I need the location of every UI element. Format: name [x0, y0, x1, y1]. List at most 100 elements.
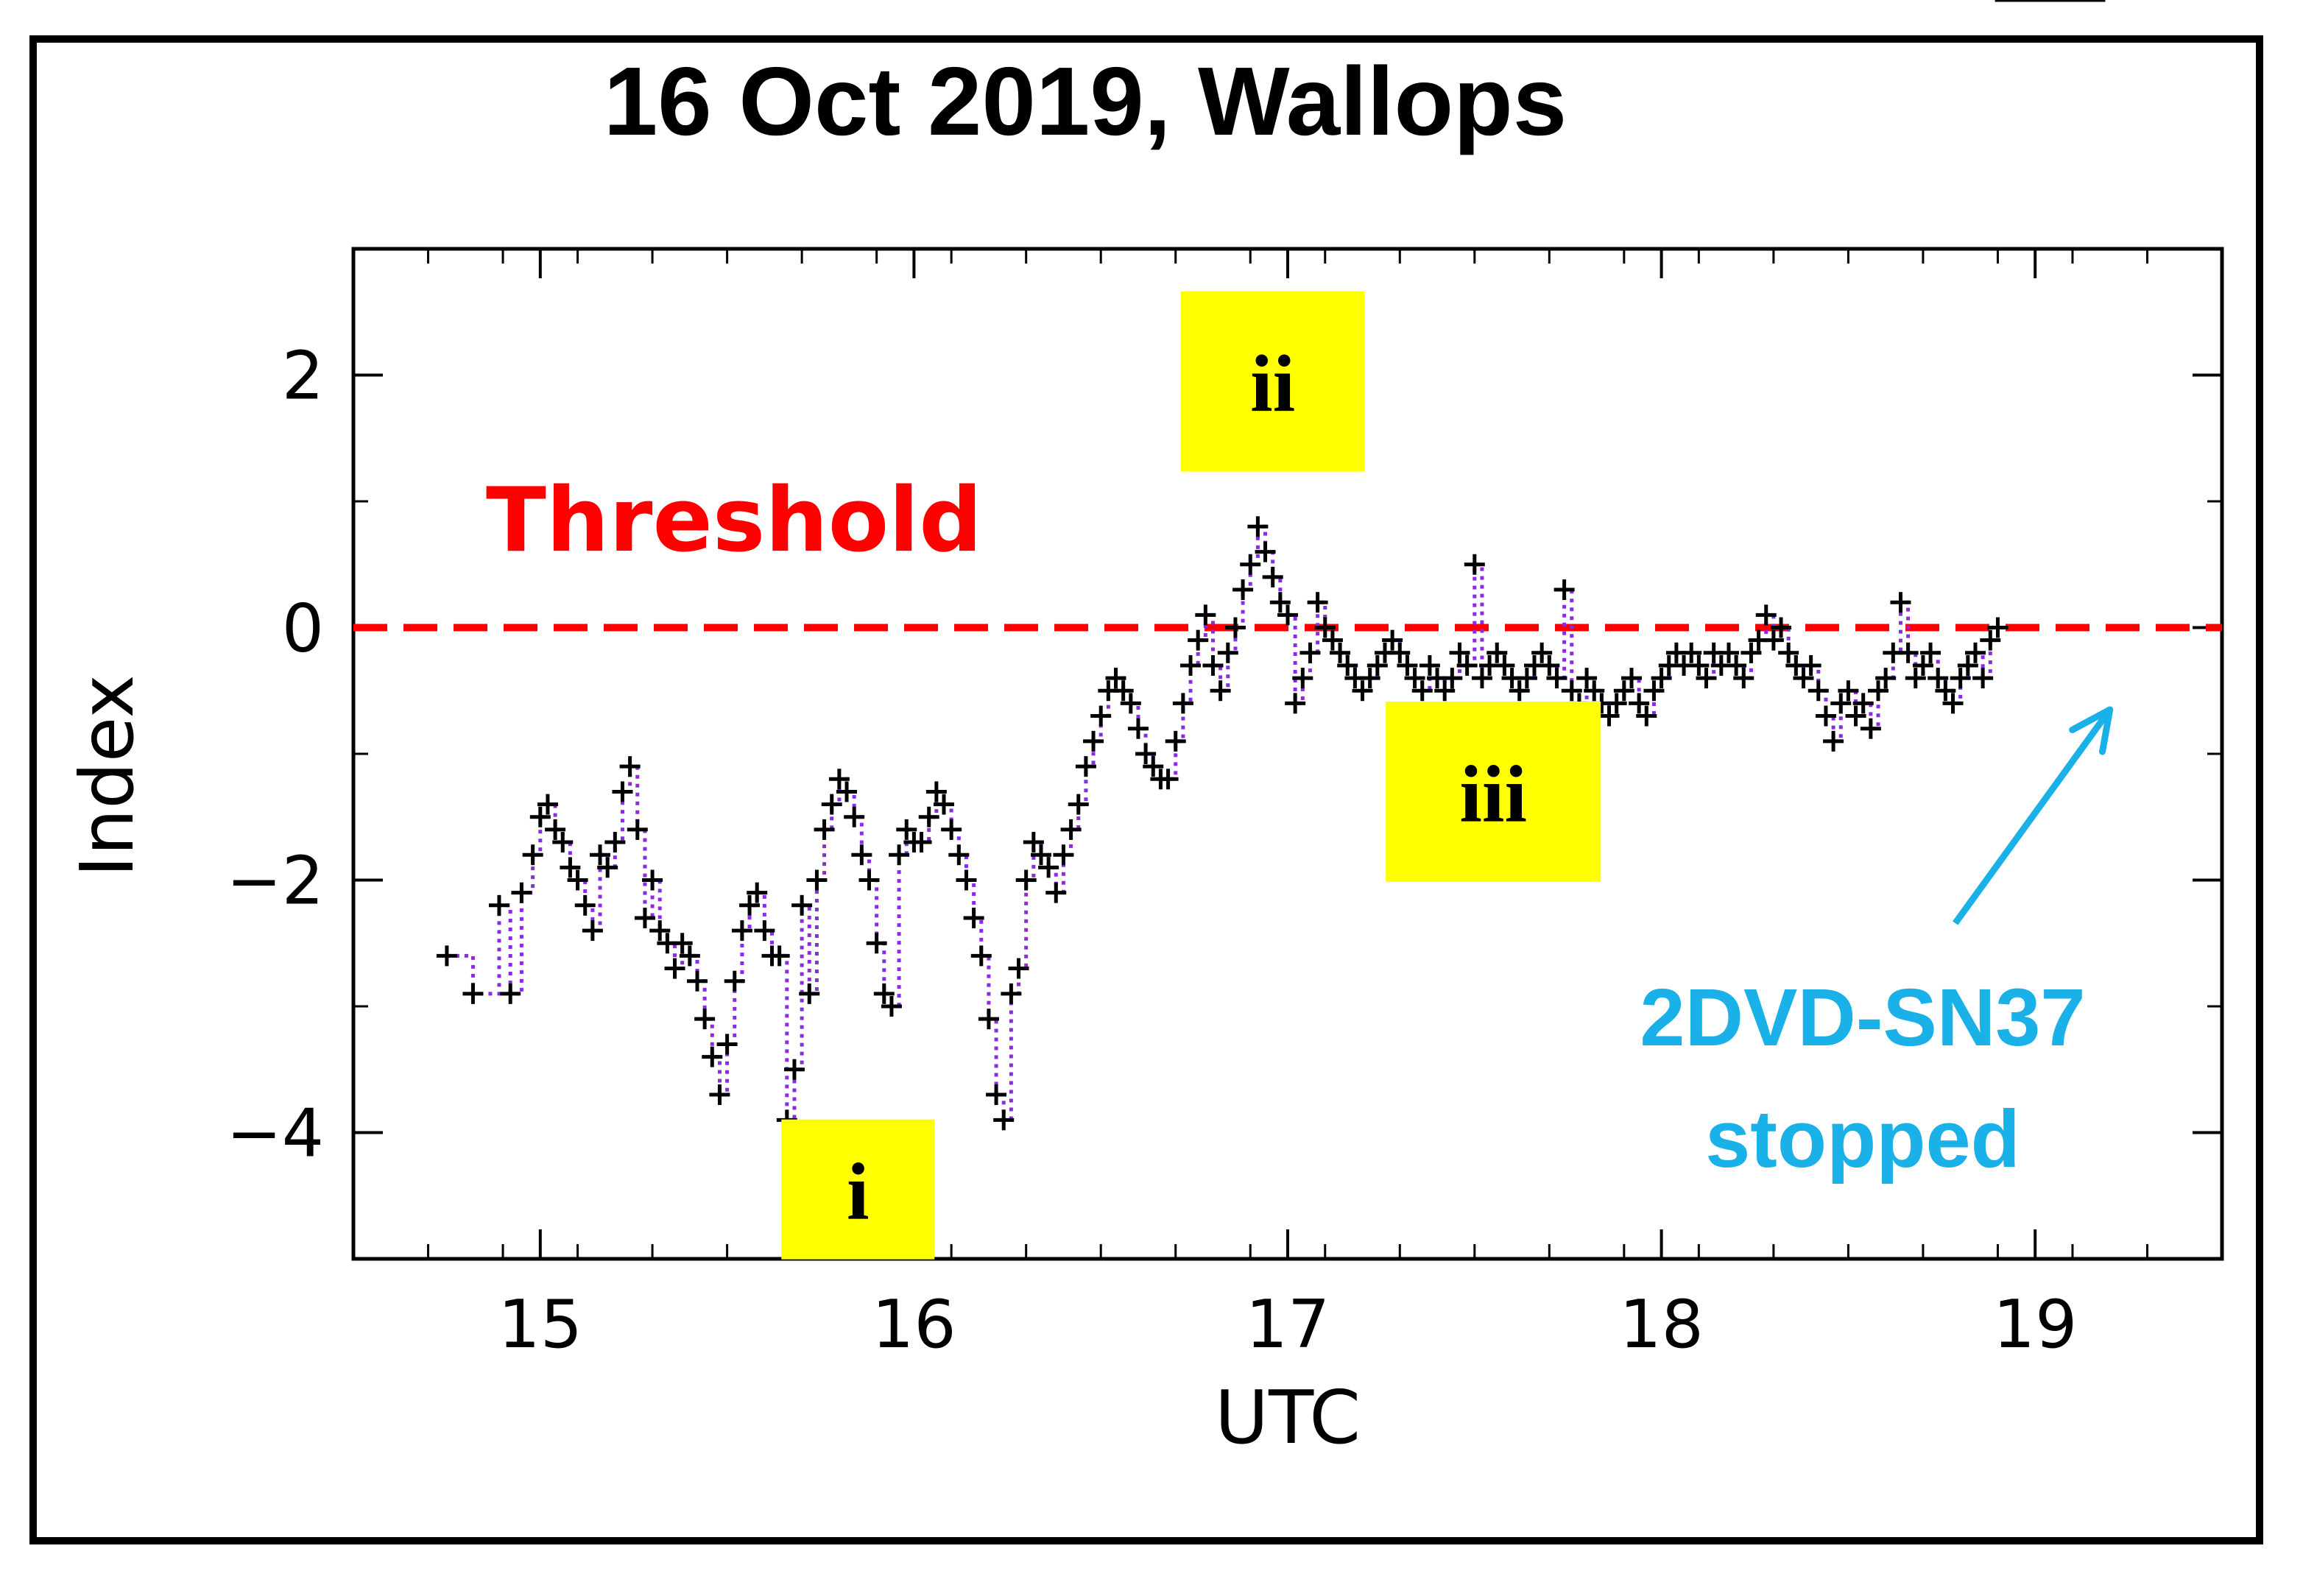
data-point — [1030, 844, 1051, 866]
data-point — [1733, 668, 1754, 689]
data-point — [1449, 642, 1470, 663]
data-point — [560, 857, 581, 878]
data-point — [836, 781, 858, 802]
data-point — [1389, 642, 1411, 663]
data-point — [1800, 654, 1821, 676]
data-point — [1980, 629, 2001, 651]
data-point — [1726, 654, 1747, 676]
data-point — [582, 920, 603, 942]
data-point — [1553, 579, 1575, 601]
data-point — [597, 857, 618, 878]
data-point — [612, 781, 633, 802]
data-point — [1852, 693, 1874, 714]
data-point — [1509, 680, 1530, 702]
data-point — [574, 894, 596, 916]
data-point — [1606, 693, 1627, 714]
data-point — [866, 933, 887, 954]
data-point — [1053, 844, 1074, 866]
data-point — [488, 894, 509, 916]
data-point — [1322, 629, 1343, 651]
data-point — [1928, 668, 1949, 689]
data-point — [934, 794, 955, 815]
data-point — [1620, 668, 1642, 689]
data-point — [1464, 554, 1485, 575]
data-point — [783, 1059, 805, 1080]
data-point — [1143, 756, 1164, 777]
data-point — [1539, 654, 1560, 676]
data-point — [1486, 642, 1508, 663]
data-point — [679, 945, 700, 967]
data-point — [1397, 654, 1418, 676]
label-box-ii: ii — [1180, 291, 1365, 472]
data-point — [1202, 654, 1224, 676]
data-point — [1823, 730, 1844, 752]
label-box-i: i — [781, 1119, 935, 1260]
data-point — [1920, 642, 1941, 663]
data-point — [1023, 832, 1044, 853]
data-point — [873, 983, 895, 1004]
data-point — [1269, 592, 1291, 613]
data-point — [1060, 819, 1082, 840]
data-point — [1210, 680, 1231, 702]
figure-title: 16 Oct 2019, Wallops — [603, 47, 1567, 155]
data-point — [1681, 642, 1702, 663]
data-point — [747, 882, 768, 903]
data-point — [1755, 604, 1777, 626]
data-point — [799, 983, 820, 1004]
data-point — [1292, 668, 1313, 689]
data-point — [889, 844, 910, 866]
data-point — [1240, 554, 1261, 575]
data-point — [1105, 668, 1126, 689]
data-point — [858, 869, 880, 891]
data-point — [1195, 604, 1216, 626]
data-point — [1531, 642, 1553, 663]
data-point — [1299, 642, 1321, 663]
data-point — [1494, 654, 1515, 676]
x-tick-label: 18 — [1619, 1286, 1704, 1363]
data-point — [1337, 654, 1358, 676]
data-point — [948, 844, 970, 866]
data-point — [1008, 958, 1029, 979]
data-point — [1942, 693, 1964, 714]
data-point — [1696, 668, 1717, 689]
data-point — [1456, 654, 1478, 676]
arrow-head — [2069, 706, 2114, 755]
label-box-bg — [781, 1119, 935, 1260]
data-point — [1001, 983, 1022, 1004]
data-point — [1987, 617, 2008, 638]
data-point — [1411, 680, 1433, 702]
data-point — [1868, 680, 1889, 702]
data-point — [1382, 629, 1403, 651]
data-point — [1875, 668, 1897, 689]
data-point — [590, 844, 611, 866]
data-point — [1224, 617, 1246, 638]
data-point — [1950, 668, 1971, 689]
data-point — [941, 819, 962, 840]
x-axis-label: UTC — [1215, 1374, 1361, 1461]
data-point — [963, 907, 984, 928]
data-point — [1561, 680, 1582, 702]
data-point — [664, 958, 685, 979]
data-point — [619, 756, 641, 777]
data-point — [844, 806, 865, 827]
data-point — [1912, 654, 1933, 676]
data-point — [1045, 882, 1067, 903]
data-point — [739, 894, 761, 916]
arrow-note-line: stopped — [1705, 1094, 2020, 1184]
data-point — [1419, 654, 1440, 676]
data-point — [754, 920, 775, 942]
data-point — [1516, 668, 1537, 689]
data-point — [1366, 654, 1388, 676]
data-point — [896, 819, 917, 840]
data-point — [1793, 668, 1814, 689]
data-point — [686, 970, 708, 992]
data-point — [1935, 680, 1956, 702]
arrow-note-line: 2DVD-SN37 — [1640, 972, 2085, 1063]
data-point — [1964, 642, 1986, 663]
data-point — [1830, 693, 1852, 714]
data-point — [709, 1084, 730, 1106]
data-point — [1075, 756, 1096, 777]
data-point — [436, 945, 457, 967]
data-point — [1442, 668, 1463, 689]
